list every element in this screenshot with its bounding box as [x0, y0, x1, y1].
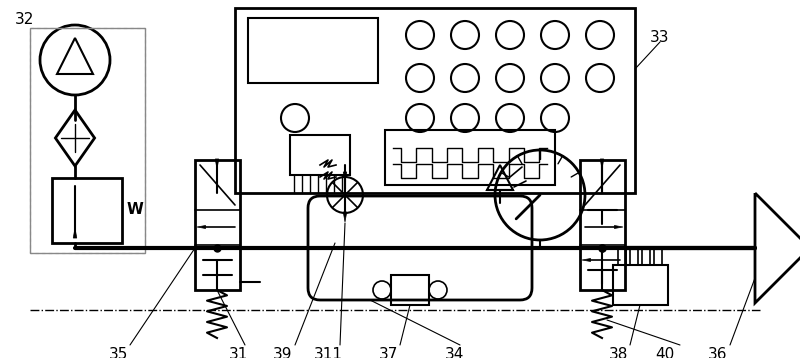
- Bar: [580, 160, 625, 290]
- Bar: [618, 249, 626, 265]
- Text: 35: 35: [108, 347, 128, 358]
- Polygon shape: [600, 159, 604, 169]
- Bar: [642, 249, 650, 265]
- Bar: [195, 160, 240, 290]
- Text: 311: 311: [314, 347, 342, 358]
- Text: W: W: [127, 203, 144, 218]
- Polygon shape: [343, 172, 346, 182]
- Polygon shape: [197, 226, 206, 228]
- Text: 38: 38: [608, 347, 628, 358]
- Text: 32: 32: [15, 12, 34, 27]
- Polygon shape: [343, 212, 346, 222]
- Polygon shape: [582, 258, 590, 261]
- Bar: [248, 18, 378, 83]
- Text: 37: 37: [378, 347, 398, 358]
- Bar: [613, 265, 668, 305]
- Text: 34: 34: [446, 347, 465, 358]
- Text: 31: 31: [228, 347, 248, 358]
- Text: 33: 33: [650, 30, 670, 45]
- Text: 39: 39: [274, 347, 293, 358]
- Bar: [235, 8, 635, 193]
- Bar: [30, 28, 145, 253]
- Text: 36: 36: [708, 347, 728, 358]
- Polygon shape: [614, 226, 623, 228]
- Bar: [630, 249, 638, 265]
- Polygon shape: [74, 228, 77, 238]
- Bar: [654, 249, 662, 265]
- Text: 40: 40: [655, 347, 674, 358]
- Bar: [290, 135, 350, 175]
- Bar: [52, 178, 122, 243]
- Polygon shape: [215, 159, 218, 169]
- Bar: [385, 130, 555, 185]
- Bar: [30, 28, 145, 253]
- Bar: [391, 275, 429, 305]
